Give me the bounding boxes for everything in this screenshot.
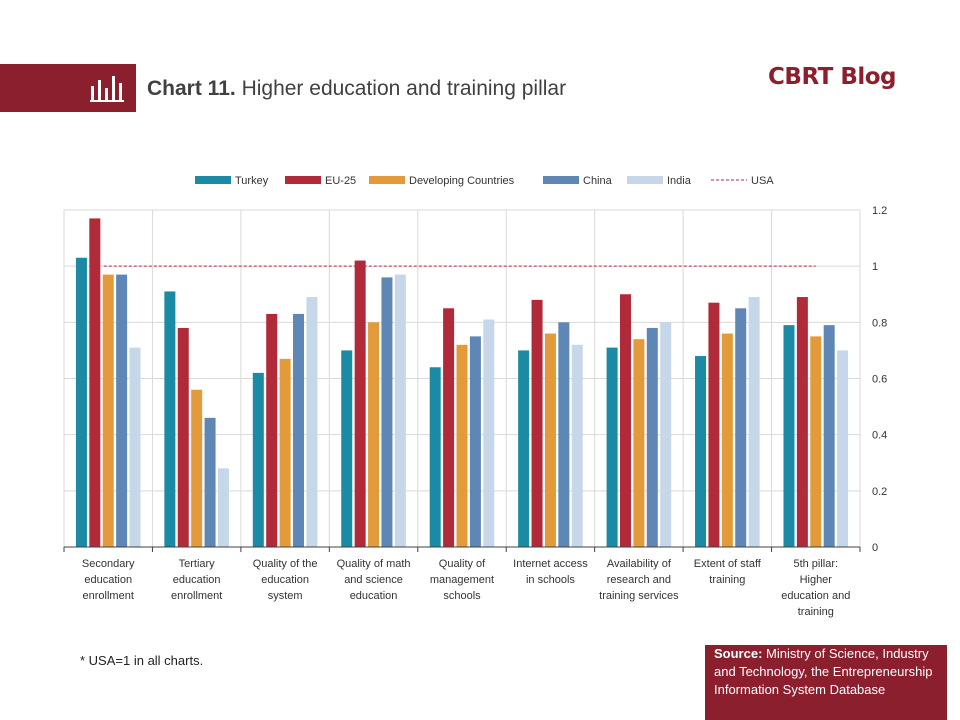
legend-swatch [543, 176, 579, 184]
bar-china [823, 325, 835, 547]
bar-china [293, 313, 305, 547]
bar-eu-25 [619, 294, 631, 547]
source-box: Source: Ministry of Science, Industry an… [705, 645, 947, 720]
x-tick-label: Extent of staff training [694, 558, 762, 586]
title-band [0, 64, 136, 112]
bar-eu-25 [354, 260, 366, 547]
bar-developing-countries [191, 389, 203, 547]
bar-india [748, 297, 760, 547]
bar-turkey [429, 367, 441, 547]
x-tick-label: Secondary education enrollment [82, 558, 135, 602]
bar-developing-countries [279, 358, 291, 547]
legend-swatch [195, 176, 231, 184]
bar-developing-countries [368, 322, 380, 547]
bar-india [660, 322, 672, 547]
legend-label: Developing Countries [409, 175, 515, 187]
bar-india [217, 468, 229, 547]
y-tick-label: 1 [872, 261, 878, 273]
bar-developing-countries [544, 333, 556, 547]
legend-swatch [369, 176, 405, 184]
bar-chart: 0 0.2 0.4 0.6 0.8 1 1.2 Secondary education enrol… [63, 175, 887, 618]
x-tick-label: Quality of math and science education [337, 558, 411, 602]
bar-turkey [783, 325, 795, 547]
bar-china [735, 308, 747, 547]
bar-turkey [606, 347, 618, 547]
source-label: Source: [714, 646, 763, 661]
x-tick-label: Quality of the education system [253, 558, 318, 602]
bar-developing-countries [102, 274, 114, 547]
legend-label: Turkey [235, 175, 269, 187]
legend-label: USA [751, 175, 774, 187]
legend-label: China [583, 175, 613, 187]
chart-number: Chart 11. [147, 77, 236, 100]
bar-china [558, 322, 570, 547]
x-tick-label: Internet access in schools [513, 558, 588, 586]
bar-turkey [252, 372, 264, 547]
bar-developing-countries [633, 339, 645, 547]
legend-label: EU-25 [325, 175, 356, 187]
bar-china [204, 417, 216, 547]
bar-china [646, 327, 658, 547]
y-tick-label: 0.4 [872, 430, 887, 442]
bar-china [381, 277, 393, 547]
bar-developing-countries [456, 344, 468, 547]
bar-india [306, 297, 318, 547]
x-tick-label: Tertiary education enrollment [171, 558, 222, 602]
bar-turkey [75, 257, 87, 547]
legend-label: India [667, 175, 692, 187]
bar-china [116, 274, 128, 547]
brand-logo: CBRT Blog [768, 64, 896, 90]
bar-chart-icon [90, 76, 124, 102]
legend-swatch [627, 176, 663, 184]
bar-eu-25 [266, 313, 278, 547]
x-tick-label: Availability of research and training serv… [599, 558, 679, 602]
bar-turkey [695, 356, 707, 547]
chart-title: Chart 11. Higher education and training … [147, 77, 566, 101]
bar-india [129, 347, 141, 547]
chart-title-text: Higher education and training pillar [241, 77, 567, 100]
y-tick-label: 0 [872, 542, 878, 554]
legend-swatch [285, 176, 321, 184]
source-text: Ministry of Science, Industry and Techno… [714, 646, 933, 697]
x-tick-label: 5th pillar: Higher education and training [781, 558, 850, 618]
bar-india [571, 344, 583, 547]
bar-developing-countries [721, 333, 733, 547]
bar-eu-25 [796, 297, 808, 547]
y-tick-label: 1.2 [872, 205, 887, 217]
bar-eu-25 [177, 327, 189, 547]
bar-turkey [518, 350, 530, 547]
y-tick-label: 0.2 [872, 486, 887, 498]
footnote: * USA=1 in all charts. [80, 653, 204, 668]
bar-turkey [164, 291, 176, 547]
bar-india [837, 350, 849, 547]
bar-eu-25 [89, 218, 101, 548]
y-tick-label: 0.8 [872, 317, 887, 329]
bar-india [483, 319, 495, 547]
bar-eu-25 [531, 299, 543, 547]
bar-china [469, 336, 481, 547]
bar-india [394, 274, 406, 547]
bar-eu-25 [443, 308, 455, 547]
y-tick-label: 0.6 [872, 374, 887, 386]
bar-eu-25 [708, 302, 720, 547]
x-tick-label: Quality of management schools [430, 558, 494, 602]
bar-developing-countries [810, 336, 822, 547]
bar-turkey [341, 350, 353, 547]
